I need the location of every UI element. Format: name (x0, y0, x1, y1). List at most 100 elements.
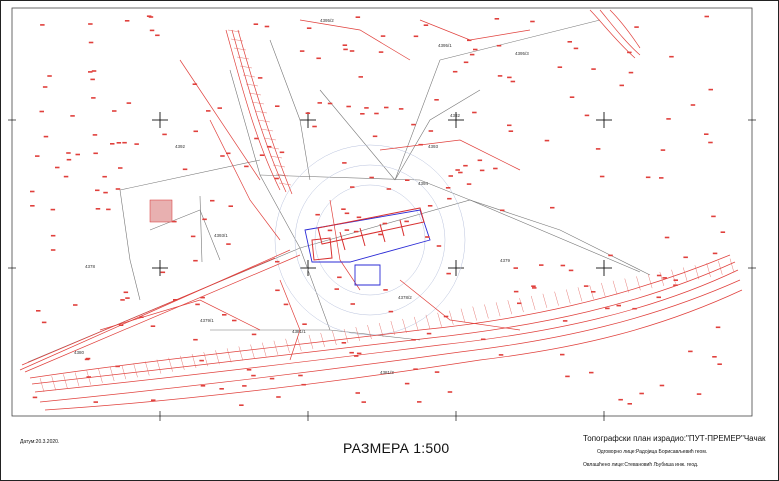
hatch-stroke (624, 278, 629, 293)
hatch-stroke (449, 310, 454, 325)
survey-point (55, 166, 60, 169)
survey-point (494, 18, 500, 20)
survey-point (95, 189, 100, 192)
hatch-stroke (390, 320, 396, 336)
hatch-stroke (367, 324, 372, 340)
parcel-number-label: 4393/1 (214, 233, 228, 238)
hatch-stroke (495, 302, 501, 317)
map-frame (11, 7, 753, 417)
survey-point (30, 190, 35, 193)
parcel-number-label: 4378/2 (398, 295, 412, 300)
survey-point (353, 355, 359, 357)
survey-point (662, 277, 667, 279)
survey-point (683, 256, 688, 259)
grid-cross-mark (152, 112, 168, 128)
hatch-stroke (519, 298, 524, 313)
survey-point (349, 351, 354, 354)
hatch-stroke (227, 29, 241, 33)
survey-point (70, 115, 75, 117)
hatch-stroke (63, 374, 68, 389)
survey-point (388, 310, 394, 313)
survey-point (192, 83, 198, 85)
survey-point (469, 53, 475, 56)
survey-point (477, 159, 483, 162)
survey-point (358, 76, 363, 78)
survey-point (274, 177, 279, 180)
survey-point (463, 164, 468, 167)
grid-cross-mark (448, 112, 464, 128)
survey-point (115, 365, 120, 368)
survey-point (86, 376, 91, 378)
survey-point (210, 199, 215, 202)
survey-point (619, 84, 624, 87)
survey-point (688, 350, 693, 353)
hatch-stroke (191, 353, 197, 369)
survey-point (404, 382, 410, 385)
hatch-stroke (601, 282, 606, 298)
survey-point (355, 392, 360, 394)
hatch-stroke (577, 287, 583, 302)
hatch-stroke (554, 291, 559, 306)
survey-point (639, 392, 644, 395)
survey-point (75, 153, 80, 156)
survey-point (50, 249, 56, 251)
grid-cross-mark (300, 112, 316, 128)
survey-point (616, 304, 621, 307)
survey-point (669, 55, 674, 58)
survey-point (497, 75, 503, 77)
survey-point (595, 148, 601, 150)
hatch-stroke (320, 332, 325, 347)
survey-point (151, 399, 156, 401)
survey-point (298, 374, 303, 377)
survey-point (708, 141, 713, 144)
hatched-structure (149, 199, 173, 223)
survey-point (443, 315, 449, 318)
hatch-stroke (239, 65, 253, 69)
survey-point (584, 114, 590, 117)
survey-point (448, 175, 453, 177)
survey-point (219, 388, 224, 390)
survey-point (627, 51, 632, 54)
survey-point (618, 398, 623, 401)
survey-point (346, 105, 351, 108)
plan-title: Топографски план израдио:"ПУТ-ПРЕМЕР"Чач… (583, 434, 766, 443)
hatch-stroke (230, 38, 244, 42)
hatch-stroke (612, 280, 618, 295)
date-label: Датум:20.3.2020. (20, 439, 60, 445)
hatch-stroke (262, 342, 267, 357)
survey-point (673, 279, 678, 281)
survey-point (605, 307, 610, 310)
survey-point (384, 106, 389, 109)
survey-point (106, 208, 111, 211)
survey-point (434, 371, 440, 373)
survey-point (458, 171, 463, 174)
survey-point (254, 137, 259, 140)
hatch-stroke (272, 164, 286, 168)
survey-point (35, 155, 40, 157)
survey-point (306, 27, 312, 29)
survey-point (32, 396, 38, 399)
grid-cross-mark (596, 112, 612, 128)
hatch-stroke (414, 316, 419, 331)
survey-point (116, 142, 122, 144)
survey-point (628, 71, 634, 74)
survey-point (660, 149, 666, 151)
survey-point (200, 385, 206, 387)
survey-point (704, 15, 709, 18)
survey-point (507, 124, 512, 127)
survey-point (349, 50, 355, 52)
survey-point (85, 357, 91, 360)
survey-point (43, 135, 49, 138)
survey-point (162, 133, 167, 136)
survey-point (423, 24, 429, 26)
survey-point (206, 110, 211, 112)
survey-point (66, 152, 71, 154)
survey-point (276, 396, 281, 398)
survey-point (445, 187, 451, 189)
survey-point (417, 401, 422, 403)
survey-point (315, 213, 320, 216)
survey-point (341, 208, 346, 210)
survey-point (565, 375, 570, 378)
survey-point (481, 338, 486, 341)
